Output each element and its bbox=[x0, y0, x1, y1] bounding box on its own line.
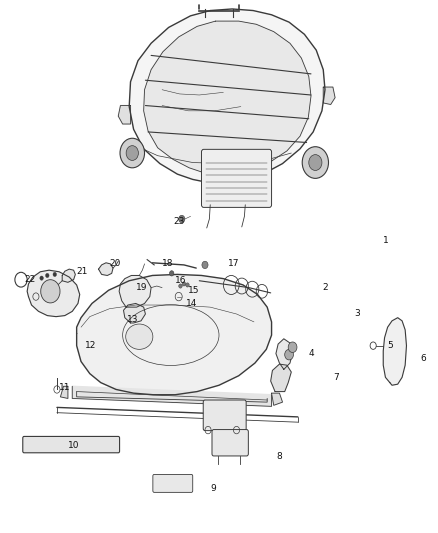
FancyBboxPatch shape bbox=[212, 430, 248, 456]
Text: 17: 17 bbox=[228, 260, 239, 268]
Text: 20: 20 bbox=[110, 260, 121, 268]
Circle shape bbox=[288, 342, 297, 352]
FancyBboxPatch shape bbox=[201, 149, 272, 207]
Circle shape bbox=[46, 273, 49, 278]
Circle shape bbox=[170, 271, 174, 276]
Text: 4: 4 bbox=[309, 349, 314, 358]
Polygon shape bbox=[271, 364, 291, 392]
Polygon shape bbox=[272, 393, 283, 405]
Ellipse shape bbox=[126, 324, 153, 349]
Text: 1: 1 bbox=[383, 236, 389, 245]
Circle shape bbox=[40, 276, 43, 280]
Polygon shape bbox=[323, 87, 335, 104]
Circle shape bbox=[126, 146, 138, 160]
Polygon shape bbox=[60, 386, 68, 399]
Polygon shape bbox=[77, 274, 272, 395]
Text: 6: 6 bbox=[420, 354, 426, 364]
Text: 15: 15 bbox=[188, 286, 200, 295]
Text: 21: 21 bbox=[77, 267, 88, 276]
Circle shape bbox=[202, 261, 208, 269]
Circle shape bbox=[53, 272, 57, 277]
Polygon shape bbox=[77, 392, 267, 402]
Text: 5: 5 bbox=[388, 341, 393, 350]
Text: 11: 11 bbox=[59, 383, 71, 392]
Circle shape bbox=[179, 215, 185, 223]
Text: 13: 13 bbox=[127, 315, 138, 324]
Text: 18: 18 bbox=[162, 260, 173, 268]
Polygon shape bbox=[118, 106, 131, 124]
Text: 19: 19 bbox=[136, 283, 147, 292]
Polygon shape bbox=[72, 386, 272, 406]
Text: 12: 12 bbox=[85, 341, 97, 350]
FancyBboxPatch shape bbox=[23, 437, 120, 453]
Polygon shape bbox=[383, 318, 406, 385]
Polygon shape bbox=[99, 263, 113, 276]
Polygon shape bbox=[124, 303, 145, 323]
Polygon shape bbox=[276, 339, 293, 369]
Polygon shape bbox=[129, 9, 325, 184]
Circle shape bbox=[186, 283, 189, 287]
Text: 9: 9 bbox=[210, 483, 216, 492]
Text: 14: 14 bbox=[186, 299, 198, 308]
Polygon shape bbox=[119, 276, 151, 307]
FancyBboxPatch shape bbox=[153, 474, 193, 492]
Text: 22: 22 bbox=[24, 275, 35, 284]
Polygon shape bbox=[62, 269, 75, 282]
Text: 16: 16 bbox=[175, 276, 187, 285]
Polygon shape bbox=[144, 21, 311, 175]
Circle shape bbox=[179, 284, 182, 288]
Polygon shape bbox=[27, 270, 80, 317]
Text: 3: 3 bbox=[355, 310, 360, 319]
Circle shape bbox=[41, 280, 60, 303]
Circle shape bbox=[302, 147, 328, 179]
Text: 8: 8 bbox=[276, 452, 282, 461]
Text: 2: 2 bbox=[322, 283, 328, 292]
Text: 10: 10 bbox=[68, 441, 79, 450]
Text: 23: 23 bbox=[173, 217, 184, 226]
Circle shape bbox=[285, 349, 293, 360]
Circle shape bbox=[182, 282, 186, 286]
Text: 7: 7 bbox=[333, 373, 339, 382]
Circle shape bbox=[120, 138, 145, 168]
Circle shape bbox=[309, 155, 322, 171]
FancyBboxPatch shape bbox=[203, 400, 246, 431]
